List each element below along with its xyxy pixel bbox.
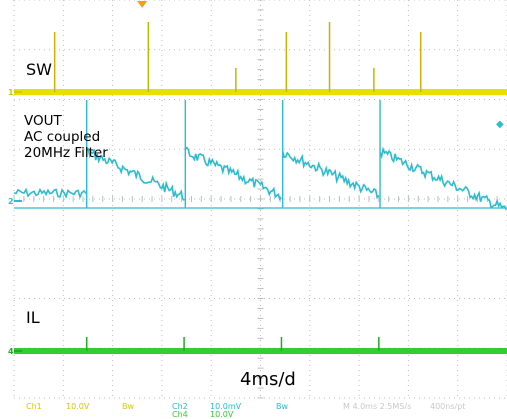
channel-markers: 1 2 4 <box>8 88 22 356</box>
status-ch1: Ch1 <box>26 402 42 411</box>
vout-label-line3: 20MHz Filter <box>24 145 108 162</box>
traces: ◆ <box>13 22 507 354</box>
trigger-marker <box>137 1 148 8</box>
vout-label-line2: AC coupled <box>24 129 101 146</box>
vout-label-line1: VOUT <box>24 113 62 129</box>
il-label: IL <box>26 308 40 327</box>
sw-label: SW <box>26 60 52 79</box>
vout-trace <box>86 147 185 202</box>
vout-marker: ◆ <box>496 119 504 130</box>
graticule <box>13 0 507 399</box>
status-ch1-bw: Bw <box>122 402 135 411</box>
vout-trace <box>184 146 282 201</box>
vout-trace <box>13 187 87 200</box>
ch1-marker: 1 <box>8 88 14 97</box>
status-ch2-scale: 10.0mV <box>210 402 242 411</box>
status-ch1-scale: 10.0V <box>66 402 90 411</box>
status-rate: 400ns/pt <box>430 402 466 411</box>
status-bar: Ch1 10.0V Bw Ch2 10.0mV Bw Ch4 10.0V M 4… <box>0 399 507 419</box>
sw-trace <box>14 89 507 95</box>
status-ch4-scale: 10.0V <box>210 410 234 419</box>
vout-trace <box>281 151 380 200</box>
ch2-marker: 2 <box>8 197 14 206</box>
status-time: M 4.0ms 2.5MS/s <box>343 402 412 411</box>
vout-trace <box>379 146 507 211</box>
ch4-marker: 4 <box>8 347 14 356</box>
status-ch4: Ch4 <box>172 410 188 419</box>
timebase-label: 4ms/d <box>240 369 296 390</box>
status-ch2-bw: Bw <box>276 402 289 411</box>
il-trace <box>14 348 507 354</box>
status-ch2: Ch2 <box>172 402 188 411</box>
vout-label: VOUT AC coupled 20MHz Filter <box>24 113 108 162</box>
